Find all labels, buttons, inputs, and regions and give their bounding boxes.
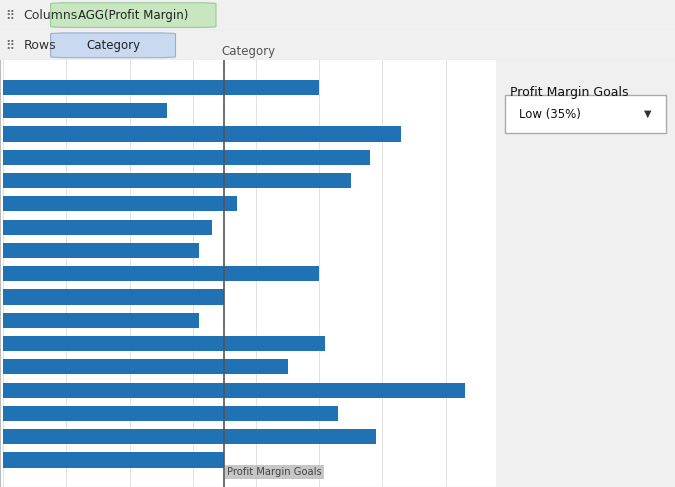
Text: Category: Category [86,39,140,52]
Bar [3,313,199,328]
FancyBboxPatch shape [505,95,666,133]
Text: ⠿: ⠿ [5,9,15,21]
Bar [3,243,199,258]
Bar [3,266,319,281]
Bar [3,220,212,235]
Text: ⠿: ⠿ [5,39,15,52]
Text: Rows: Rows [24,39,56,52]
Bar [3,289,224,304]
Text: Profit Margin Goals: Profit Margin Goals [510,86,629,99]
Bar [3,196,237,211]
Bar [3,126,402,142]
Bar [3,150,370,165]
Text: Category: Category [221,45,275,58]
Bar [3,103,167,118]
Bar [3,383,464,398]
Text: Profit Margin Goals: Profit Margin Goals [227,467,322,477]
Text: ▼: ▼ [645,109,652,119]
Bar [3,80,319,95]
Bar [3,429,376,444]
Bar [3,336,325,351]
FancyBboxPatch shape [51,33,176,57]
FancyBboxPatch shape [51,3,216,27]
Bar [3,359,288,375]
Bar [3,406,338,421]
Bar [3,452,224,468]
Text: Low (35%): Low (35%) [519,108,581,121]
Text: Columns: Columns [24,9,78,21]
Bar [3,173,351,188]
Text: AGG(Profit Margin): AGG(Profit Margin) [78,9,188,21]
